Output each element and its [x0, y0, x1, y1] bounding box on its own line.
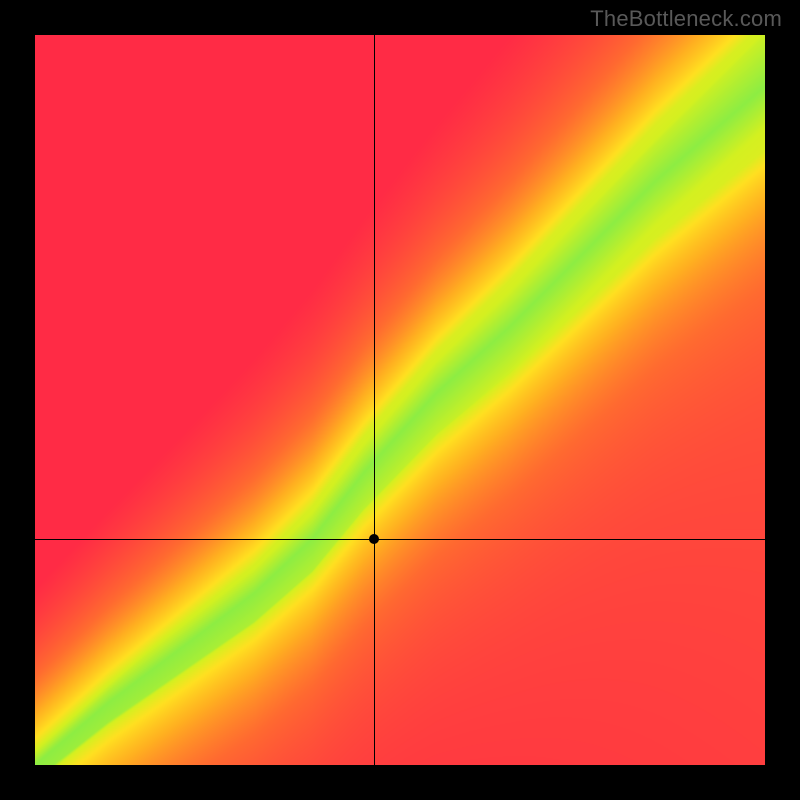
crosshair-vertical — [374, 35, 375, 765]
heatmap-canvas — [35, 35, 765, 765]
crosshair-horizontal — [35, 539, 765, 540]
bottleneck-heatmap — [35, 35, 765, 765]
marker-dot — [369, 534, 379, 544]
watermark: TheBottleneck.com — [590, 6, 782, 32]
